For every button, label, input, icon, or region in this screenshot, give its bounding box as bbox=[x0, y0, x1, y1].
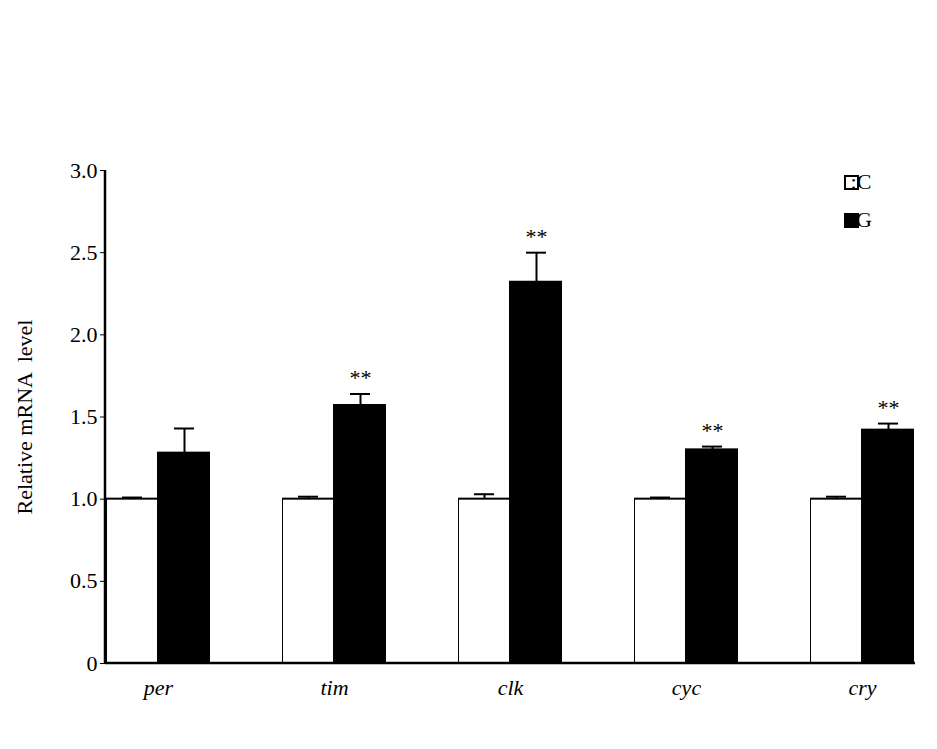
svg-text::C: :C bbox=[851, 169, 872, 194]
svg-text:**: ** bbox=[350, 365, 372, 390]
svg-text:0: 0 bbox=[87, 651, 98, 676]
svg-text:**: ** bbox=[878, 395, 900, 420]
svg-text:**: ** bbox=[702, 418, 724, 443]
svg-text:clk: clk bbox=[498, 675, 525, 700]
svg-text:1.0: 1.0 bbox=[70, 486, 98, 511]
svg-text:per: per bbox=[142, 675, 174, 700]
svg-text::G: :G bbox=[850, 207, 872, 232]
svg-text:2.5: 2.5 bbox=[70, 240, 98, 265]
svg-text:2.0: 2.0 bbox=[70, 322, 98, 347]
svg-text:cyc: cyc bbox=[672, 675, 702, 700]
svg-text:tim: tim bbox=[320, 675, 348, 700]
svg-text:Relative mRNA level: Relative mRNA level bbox=[12, 320, 37, 515]
svg-text:**: ** bbox=[526, 224, 548, 249]
svg-text:0.5: 0.5 bbox=[70, 568, 98, 593]
svg-text:cry: cry bbox=[848, 675, 876, 700]
svg-text:1.5: 1.5 bbox=[70, 404, 98, 429]
svg-text:3.0: 3.0 bbox=[70, 158, 98, 183]
